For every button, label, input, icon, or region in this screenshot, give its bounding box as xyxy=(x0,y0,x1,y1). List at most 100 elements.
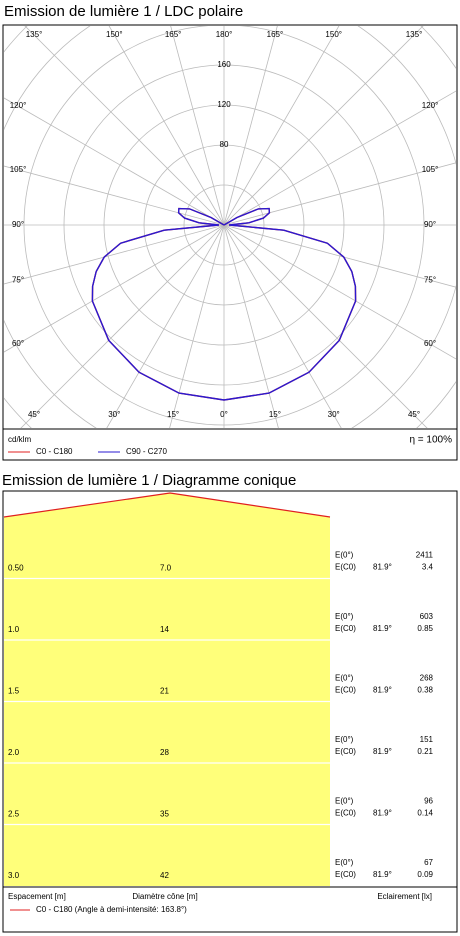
e0-label: E(0°) xyxy=(335,551,354,560)
ec0-value: 0.21 xyxy=(417,747,433,756)
e0-label: E(0°) xyxy=(335,612,354,621)
e0-label: E(0°) xyxy=(335,674,354,683)
cone-roof xyxy=(3,492,331,518)
e0-label: E(0°) xyxy=(335,858,354,867)
ec0-label: E(C0) xyxy=(335,563,356,572)
angle-label: 90° xyxy=(12,220,24,229)
grid-ray xyxy=(4,224,225,353)
angle-label: 150° xyxy=(325,30,342,39)
angle-label: 75° xyxy=(424,275,436,284)
ec0-angle: 81.9° xyxy=(373,747,392,756)
ec0-value: 0.14 xyxy=(417,809,433,818)
e0-label: E(0°) xyxy=(335,735,354,744)
angle-label: 15° xyxy=(269,410,281,419)
grid-ray xyxy=(223,26,424,226)
grid-ray xyxy=(223,162,456,226)
grid-ray xyxy=(223,224,456,360)
diameter: 7.0 xyxy=(160,564,172,573)
cone-title: Emission de lumière 1 / Diagramme coniqu… xyxy=(2,472,296,489)
ec0-label: E(C0) xyxy=(335,809,356,818)
polar-title: Emission de lumière 1 / LDC polaire xyxy=(4,3,243,20)
ec0-label: E(C0) xyxy=(335,624,356,633)
r-tick-label: 160 xyxy=(217,60,231,69)
grid-ray xyxy=(20,224,225,428)
curve xyxy=(223,207,357,401)
angle-label: 45° xyxy=(28,410,40,419)
unit-label: cd/klm xyxy=(8,435,31,444)
distance: 3.0 xyxy=(8,871,20,880)
ec0-value: 0.09 xyxy=(417,870,433,879)
angle-label: 0° xyxy=(220,410,228,419)
ec0-value: 3.4 xyxy=(422,563,434,572)
e0-value: 67 xyxy=(424,858,433,867)
e0-value: 96 xyxy=(424,797,433,806)
footer-distance: Espacement [m] xyxy=(8,892,66,901)
ec0-angle: 81.9° xyxy=(373,870,392,879)
efficiency: η = 100% xyxy=(409,435,452,446)
grid-ray xyxy=(4,165,225,226)
ec0-angle: 81.9° xyxy=(373,563,392,572)
diameter: 35 xyxy=(160,810,169,819)
grid-ray xyxy=(4,97,225,226)
e0-value: 268 xyxy=(420,674,434,683)
polar-frame xyxy=(2,24,458,461)
angle-label: 135° xyxy=(406,30,423,39)
footer-illuminance: Eclairement [lx] xyxy=(377,892,432,901)
diameter: 14 xyxy=(160,625,169,634)
angle-label: 135° xyxy=(26,30,43,39)
angle-label: 165° xyxy=(165,30,182,39)
legend: C0 - C180 C90 - C270 xyxy=(8,447,167,456)
ec0-angle: 81.9° xyxy=(373,624,392,633)
diameter: 42 xyxy=(160,871,169,880)
grid-ray xyxy=(223,90,456,226)
ec0-angle: 81.9° xyxy=(373,809,392,818)
e0-value: 603 xyxy=(420,612,434,621)
diameter: 28 xyxy=(160,748,169,757)
angle-label: 30° xyxy=(328,410,340,419)
grid-ray xyxy=(223,224,428,428)
e0-label: E(0°) xyxy=(335,797,354,806)
grid-ray xyxy=(108,26,225,226)
grid-ray xyxy=(170,26,225,226)
grid-ray xyxy=(223,224,279,428)
cone-diagram: 0.50 7.0 E(0°) 2411 E(C0) 81.9° 3.4 1.0 14 E(0°) 6… xyxy=(3,492,434,886)
angle-label: 150° xyxy=(106,30,123,39)
legend-label: C0 - C180 xyxy=(36,447,73,456)
ec0-angle: 81.9° xyxy=(373,686,392,695)
angle-label: 120° xyxy=(10,101,27,110)
angle-label: 120° xyxy=(422,101,439,110)
grid-ray xyxy=(4,224,225,285)
grid-ray xyxy=(223,224,456,288)
ec0-value: 0.38 xyxy=(417,686,433,695)
footer-diameter: Diamètre cône [m] xyxy=(132,892,197,901)
r-tick-label: 80 xyxy=(220,140,229,149)
grid-ray xyxy=(106,224,225,428)
angle-label: 60° xyxy=(12,339,24,348)
grid-ray xyxy=(24,26,225,226)
ec0-label: E(C0) xyxy=(335,747,356,756)
e0-value: 151 xyxy=(420,735,434,744)
grid-ray xyxy=(223,26,278,226)
angle-label: 30° xyxy=(108,410,120,419)
ec0-label: E(C0) xyxy=(335,870,356,879)
angle-label: 105° xyxy=(422,165,439,174)
angle-label: 60° xyxy=(424,339,436,348)
grid-ray xyxy=(223,26,340,226)
cone-legend: C0 - C180 (Angle à demi-intensité: 163.8… xyxy=(36,905,187,914)
angle-label: 45° xyxy=(408,410,420,419)
ec0-label: E(C0) xyxy=(335,686,356,695)
distance: 1.5 xyxy=(8,687,20,696)
diameter: 21 xyxy=(160,687,169,696)
grid-ray xyxy=(223,224,342,428)
polar-plot xyxy=(4,26,456,428)
legend-label: C90 - C270 xyxy=(126,447,167,456)
distance: 1.0 xyxy=(8,625,20,634)
angle-label: 165° xyxy=(267,30,284,39)
distance: 0.50 xyxy=(8,564,24,573)
curve xyxy=(91,207,225,401)
angle-label: 105° xyxy=(10,165,27,174)
angle-label: 90° xyxy=(424,220,436,229)
polar-labels: 80 120 160 0° 15° 15° 30° 30° 45° 45° 60° 60° 75° 75°… xyxy=(10,30,439,419)
